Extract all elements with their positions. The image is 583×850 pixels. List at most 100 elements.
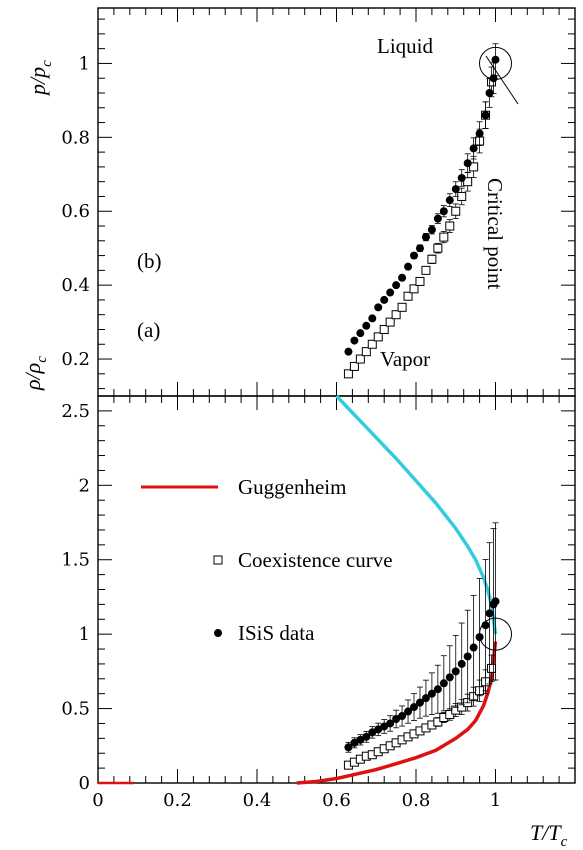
- panel-a-coexistence-square-point: [445, 221, 455, 231]
- panel-a-y-tick-label: 0.6: [61, 201, 90, 222]
- panel-a-coexistence-square-point: [385, 317, 395, 327]
- liquid-annotation: Liquid: [377, 34, 433, 58]
- panel-a-isis-circle-point: [386, 288, 395, 297]
- panel-b-isis-circle-point: [356, 735, 365, 744]
- panel-b-isis-circle-point: [404, 707, 413, 716]
- critical-point-circle-b: [479, 617, 512, 651]
- panel-b-isis-circle-point: [415, 698, 424, 707]
- panel-a-isis-circle-point: [457, 173, 466, 182]
- guggenheim-curve: [296, 641, 498, 785]
- upper-branch-curve: [335, 394, 498, 635]
- panel-b-isis-circle-point: [368, 728, 377, 737]
- panel-a-isis-circle-point: [485, 88, 494, 97]
- critical-point-pointer: [485, 55, 519, 105]
- panel-a-isis-circle-point: [475, 129, 484, 138]
- panel-b-isis-circle-point: [362, 732, 371, 741]
- panel-a-isis-circle-point: [356, 329, 365, 338]
- panel-a-isis-circle-point: [398, 273, 407, 282]
- panel-a-coexistence-square-point: [433, 243, 443, 253]
- panel-b-isis-circle-point: [398, 712, 407, 721]
- panel-b-y-tick-label: 1: [79, 624, 90, 645]
- panel-b-isis-circle-point: [469, 643, 478, 652]
- critical-point-circle: [479, 46, 512, 80]
- panel-a-isis-circle-point: [404, 262, 413, 271]
- panel-b-coexistence-square-point: [487, 663, 497, 673]
- panel-a-coexistence-square-point: [469, 162, 479, 172]
- panel-b-y-tick-label: 2.5: [61, 401, 90, 422]
- panel-a-coexistence-square-point: [451, 206, 461, 216]
- legend-isis-label: ISiS data: [238, 621, 315, 645]
- panel-a-isis-circle-point: [481, 111, 490, 120]
- panel-a-isis-circle-point: [344, 347, 353, 356]
- panel-a-isis-circle-point: [491, 55, 500, 64]
- panel-b-isis-circle-point: [427, 689, 436, 698]
- panel-b-isis-circle-point: [485, 609, 494, 618]
- panel-a-coexistence-square-point: [439, 232, 449, 242]
- panel-b: 0 0.5 1 1.5 2 2.5 0 0.2 0.4 0.6 0.8 1 ρ/ρc T/Tc: [20, 356, 576, 850]
- panel-a-isis-circle-point: [427, 225, 436, 234]
- panel-a-isis-circle-point: [362, 321, 371, 330]
- panel-b-isis-circle-point: [439, 679, 448, 688]
- panel-b-isis-circle-point: [386, 719, 395, 728]
- legend-isis-marker: [214, 629, 222, 637]
- panel-b-x-tick-label: 1: [490, 790, 501, 811]
- panel-a-coexistence-square-point: [373, 332, 383, 342]
- panel-a-isis-circle-point: [410, 251, 419, 260]
- panel-a-coexistence-square-point: [427, 254, 437, 264]
- panel-a-coexistence-square-point: [361, 347, 371, 357]
- panel-a-isis-circle-point: [469, 144, 478, 153]
- panel-a-isis-circle-point: [463, 159, 472, 168]
- panel-b-x-tick-label: 0.8: [402, 790, 431, 811]
- legend-coexistence-label: Coexistence curve: [238, 548, 393, 572]
- panel-a-isis-circle-point: [392, 281, 401, 290]
- panel-a-isis-circle-point: [445, 196, 454, 205]
- panel-a-isis-circle-point: [489, 74, 498, 83]
- panel-a-isis-circle-point: [415, 244, 424, 253]
- panel-a-coexistence-square-point: [379, 324, 389, 334]
- panel-b-y-tick-label: 2: [79, 475, 90, 496]
- panel-b-y-tick-label: 0: [79, 773, 90, 794]
- panel-a-coexistence-square-point: [403, 291, 413, 301]
- panel-b-isis-circle-point: [392, 714, 401, 723]
- panel-a-y-tick-label: 1: [79, 53, 90, 74]
- panel-a-coexistence-square-point: [391, 310, 401, 320]
- panel-a-coexistence-square-point: [397, 302, 407, 312]
- panel-a-isis-circle-point: [451, 185, 460, 194]
- panel-a-isis-circle-point: [374, 303, 383, 312]
- panel-b-isis-circle-point: [374, 725, 383, 734]
- panel-b-y-tick-label: 1.5: [61, 550, 90, 571]
- panel-a-isis-circle-point: [368, 314, 377, 323]
- panel-a: 0.2 0.4 0.6 0.8 1 p/pc: [25, 7, 576, 397]
- panel-a-isis-circle-point: [439, 207, 448, 216]
- legend-guggenheim-label: Guggenheim: [238, 475, 346, 499]
- panel-a-isis-circle-point: [433, 214, 442, 223]
- panel-a-y-tick-label: 0.4: [61, 275, 90, 296]
- panel-b-isis-circle-point: [433, 685, 442, 694]
- panel-b-isis-circle-point: [410, 703, 419, 712]
- panel-a-coexistence-square-point: [367, 339, 377, 349]
- panel-b-isis-circle-point: [421, 694, 430, 703]
- panel-a-isis-circle-point: [421, 233, 430, 242]
- critical-point-annotation: Critical point: [483, 178, 507, 290]
- panel-b-isis-circle-point: [445, 673, 454, 682]
- panel-b-isis-circle-point: [344, 743, 353, 752]
- panel-b-y-tick-label: 0.5: [61, 699, 90, 720]
- panel-b-label: (b): [137, 249, 162, 273]
- panel-a-coexistence-square-point: [463, 177, 473, 187]
- panel-b-frame: [97, 395, 576, 784]
- panel-b-y-axis-label: ρ/ρc: [20, 356, 50, 391]
- panel-a-coexistence-square-point: [415, 276, 425, 286]
- panel-a-isis-circle-point: [350, 336, 359, 345]
- panel-a-isis-circle-point: [380, 295, 389, 304]
- panel-a-coexistence-square-point: [457, 191, 467, 201]
- panel-a-y-tick-label: 0.8: [61, 127, 90, 148]
- panel-b-isis-circle-point: [380, 722, 389, 731]
- panel-a-y-axis-label: p/pc: [25, 60, 55, 97]
- x-axis-label: T/Tc: [530, 820, 568, 850]
- panel-b-x-tick-label: 0.4: [243, 790, 272, 811]
- panel-a-coexistence-square-point: [409, 284, 419, 294]
- panel-a-coexistence-square-point: [421, 265, 431, 275]
- legend-coexistence-marker: [213, 555, 223, 565]
- vapor-annotation: Vapor: [380, 347, 430, 371]
